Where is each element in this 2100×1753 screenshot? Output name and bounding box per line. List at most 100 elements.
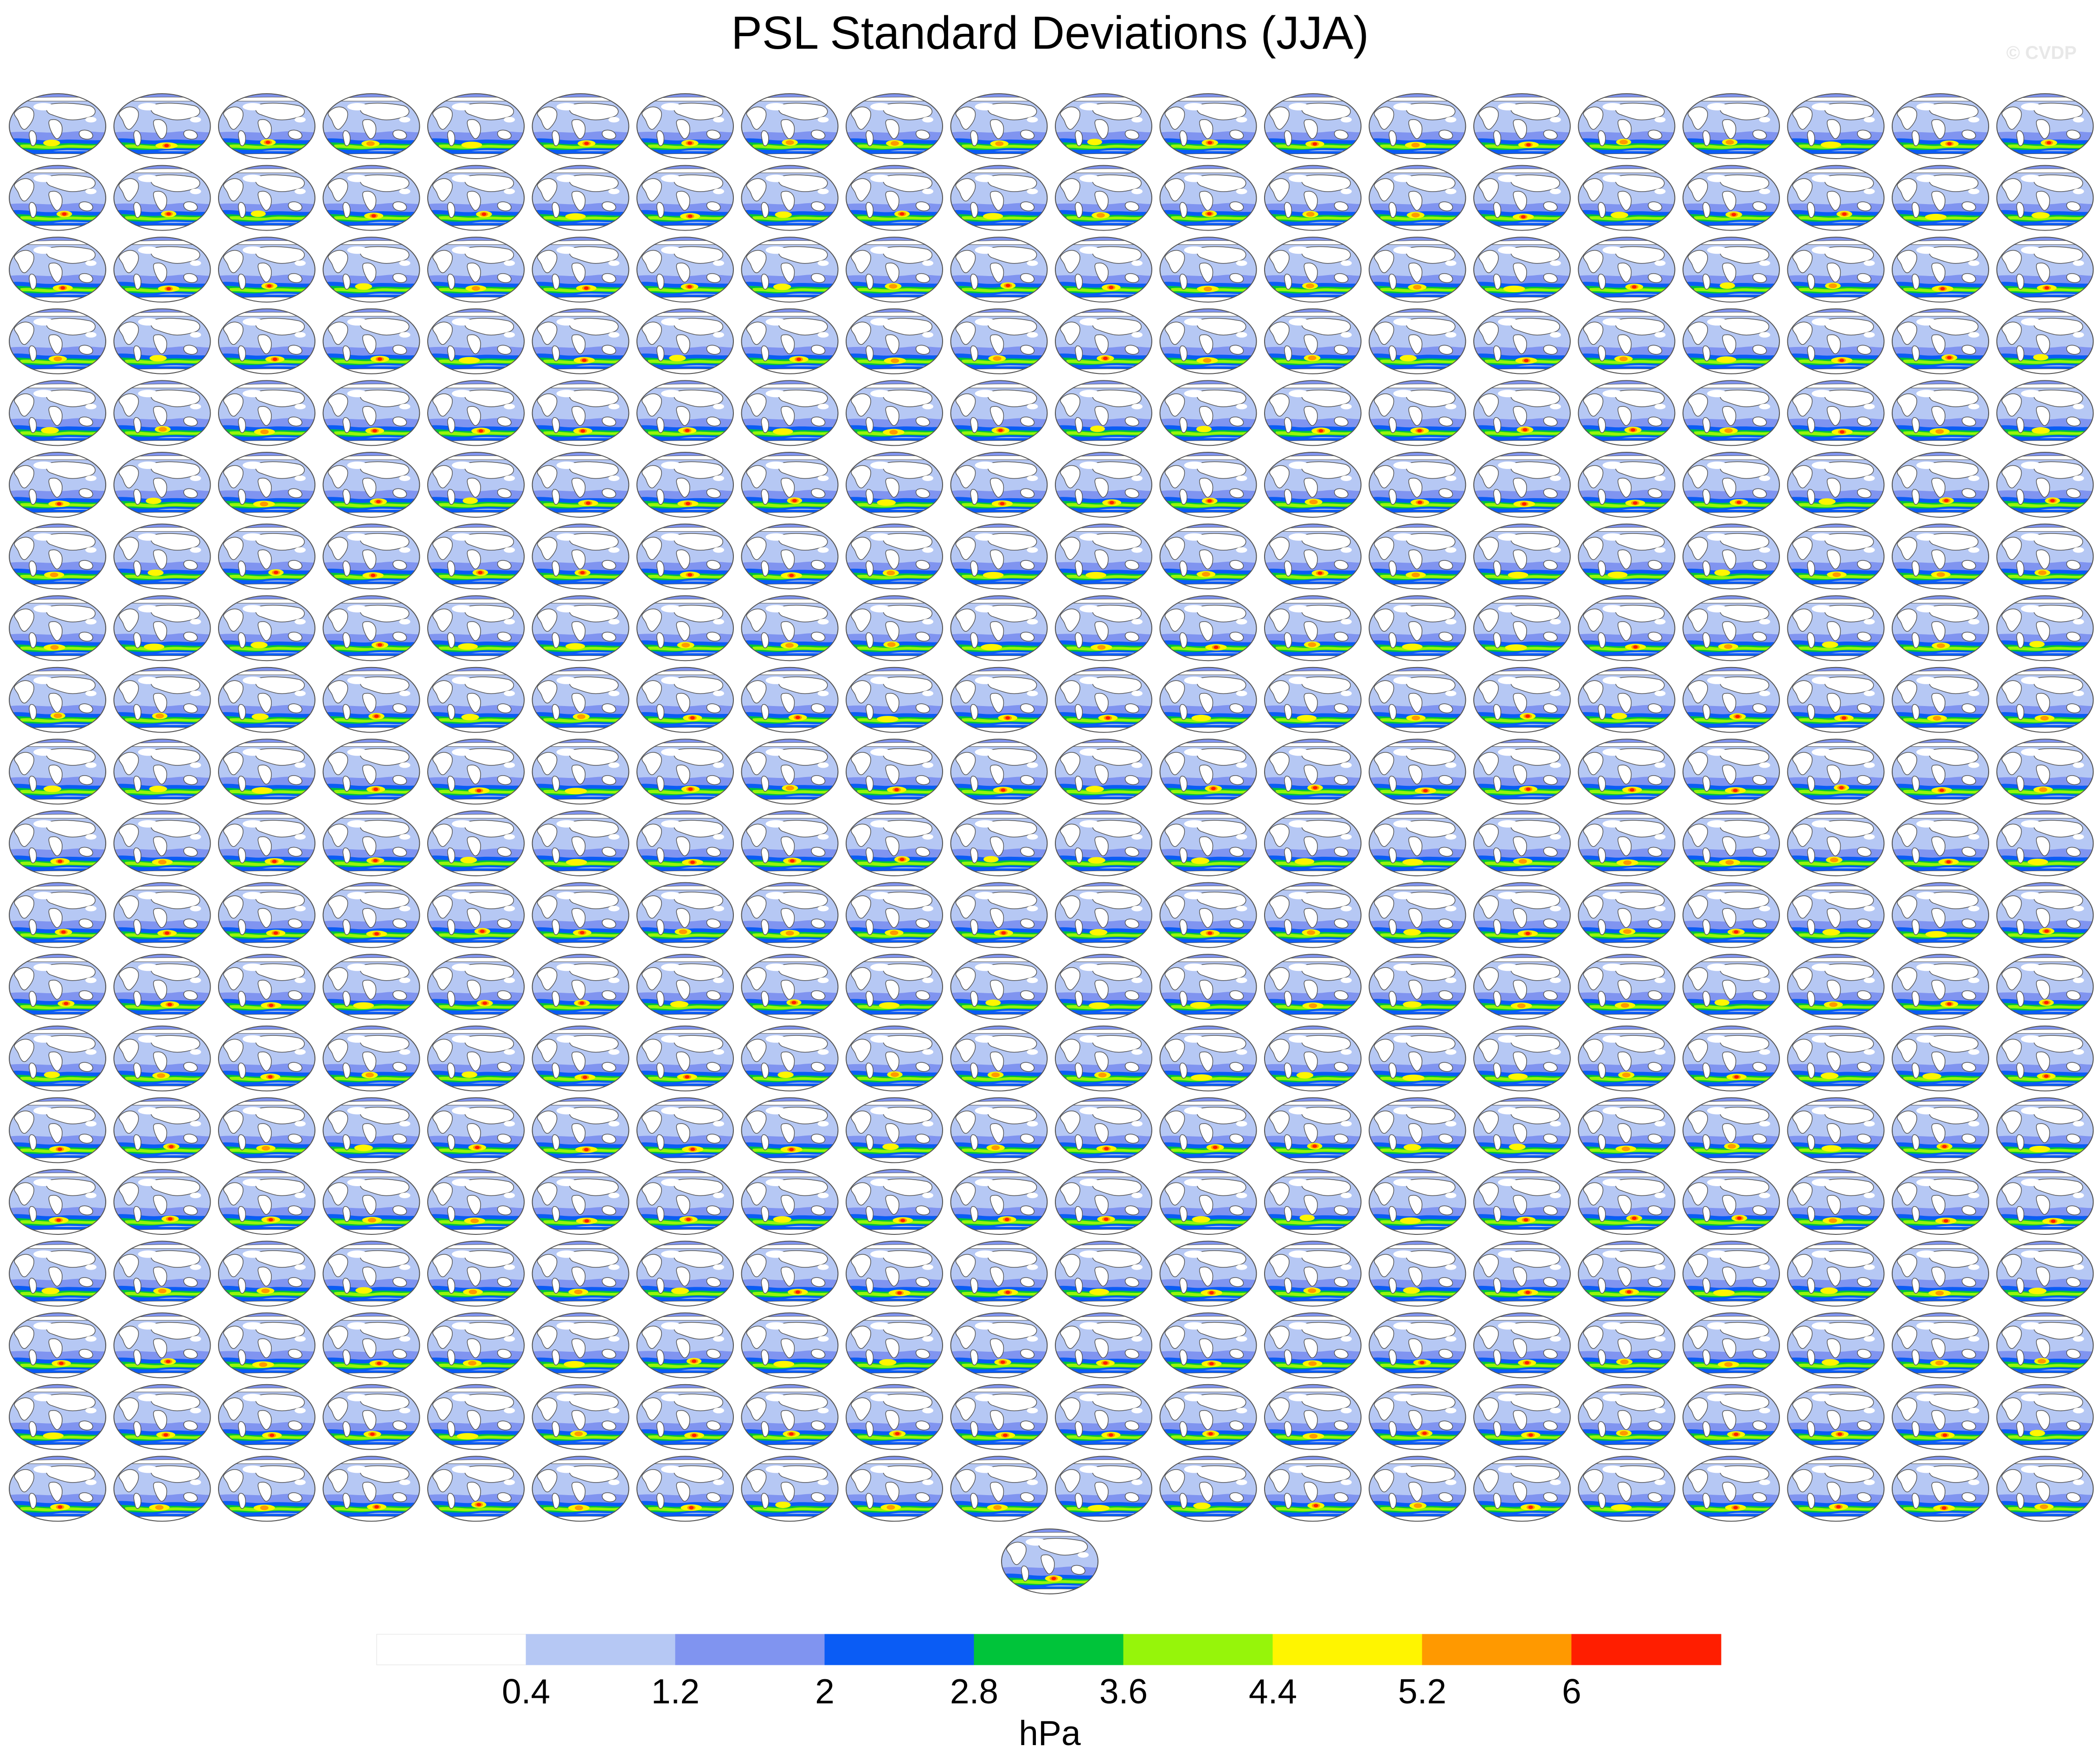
map-panel	[1576, 94, 1678, 161]
map-panel	[1367, 668, 1469, 734]
map-panel	[1262, 524, 1364, 591]
map-panel	[1994, 452, 2096, 519]
map-panel	[111, 166, 213, 232]
map-panel	[6, 380, 109, 447]
map-panel	[216, 237, 318, 304]
map-panel	[6, 309, 109, 376]
map-panel	[1471, 94, 1573, 161]
map-panel	[216, 668, 318, 734]
map-panel	[843, 380, 945, 447]
map-panel	[1889, 237, 1991, 304]
map-panel	[1576, 237, 1678, 304]
map-panel	[1471, 309, 1573, 376]
map-panel	[948, 380, 1050, 447]
map-panel	[425, 309, 527, 376]
colorbar-box	[675, 1634, 825, 1665]
map-panel	[6, 739, 109, 806]
map-panel	[843, 309, 945, 376]
map-panel	[1367, 237, 1469, 304]
map-panel	[1994, 668, 2096, 734]
map-panel	[634, 524, 736, 591]
map-panel	[1680, 452, 1782, 519]
map-panel	[1994, 596, 2096, 662]
map-panel	[111, 668, 213, 734]
map-panel	[739, 524, 841, 591]
colorbar-tick-label: 1.2	[651, 1672, 700, 1711]
map-panel	[1157, 309, 1259, 376]
map-panel	[111, 811, 213, 878]
map-panel	[1785, 668, 1887, 734]
map-panel	[1262, 452, 1364, 519]
map-panel	[843, 237, 945, 304]
map-panel	[530, 166, 632, 232]
map-panel	[1994, 739, 2096, 806]
map-panel	[1889, 596, 1991, 662]
map-panel	[1785, 94, 1887, 161]
map-panel	[111, 309, 213, 376]
map-panel	[634, 166, 736, 232]
map-panel	[1262, 309, 1364, 376]
map-panel	[634, 94, 736, 161]
map-panel	[1367, 309, 1469, 376]
map-panel	[948, 94, 1050, 161]
map-panel	[739, 668, 841, 734]
map-panel	[843, 166, 945, 232]
map-panel	[530, 309, 632, 376]
map-panel	[948, 237, 1050, 304]
colorbar-box	[526, 1634, 676, 1665]
map-panel	[425, 668, 527, 734]
map-panel	[1994, 94, 2096, 161]
map-panel	[1157, 452, 1259, 519]
colorbar-unit-label: hPa	[1019, 1714, 1081, 1753]
map-panel	[843, 596, 945, 662]
map-panel	[530, 739, 632, 806]
map-panel	[1994, 237, 2096, 304]
map-panel	[1157, 739, 1259, 806]
map-panel	[111, 380, 213, 447]
map-panel	[1576, 739, 1678, 806]
map-panel	[216, 739, 318, 806]
colorbar-tick-label: 2.8	[950, 1672, 998, 1711]
colorbar-tick-labels: 0.4 1.2 2 2.8 3.6 4.4 5.2 6	[502, 1672, 1581, 1711]
map-panel	[1262, 668, 1364, 734]
colorbar-box	[1422, 1634, 1572, 1665]
map-panel	[530, 668, 632, 734]
map-panel	[1053, 596, 1155, 662]
map-panel	[216, 380, 318, 447]
map-panel	[1785, 524, 1887, 591]
map-panel	[321, 596, 423, 662]
map-panel	[111, 524, 213, 591]
map-panel	[634, 668, 736, 734]
map-panel	[530, 237, 632, 304]
map-panel	[1576, 166, 1678, 232]
map-panel	[739, 739, 841, 806]
map-panel	[1367, 524, 1469, 591]
colorbar-box	[974, 1634, 1124, 1665]
map-panel	[216, 524, 318, 591]
map-panel	[1680, 94, 1782, 161]
map-panel	[1262, 380, 1364, 447]
map-panel	[948, 452, 1050, 519]
colorbar-tick-label: 0.4	[502, 1672, 550, 1711]
map-panel	[530, 524, 632, 591]
map-panel	[216, 452, 318, 519]
map-panel	[634, 237, 736, 304]
map-panel	[1785, 309, 1887, 376]
map-panel	[530, 94, 632, 161]
map-panel	[530, 452, 632, 519]
colorbar-tick-label: 6	[1562, 1672, 1581, 1711]
map-panel	[321, 380, 423, 447]
map-panel	[1367, 380, 1469, 447]
map-panel	[634, 739, 736, 806]
map-panel	[6, 452, 109, 519]
map-panel	[6, 811, 109, 878]
map-panel	[1785, 237, 1887, 304]
map-panel	[634, 596, 736, 662]
map-panel	[111, 739, 213, 806]
map-panel	[1680, 309, 1782, 376]
map-panel	[321, 166, 423, 232]
map-panel	[739, 380, 841, 447]
map-panel	[425, 237, 527, 304]
map-panel	[321, 237, 423, 304]
map-panel	[1994, 166, 2096, 232]
